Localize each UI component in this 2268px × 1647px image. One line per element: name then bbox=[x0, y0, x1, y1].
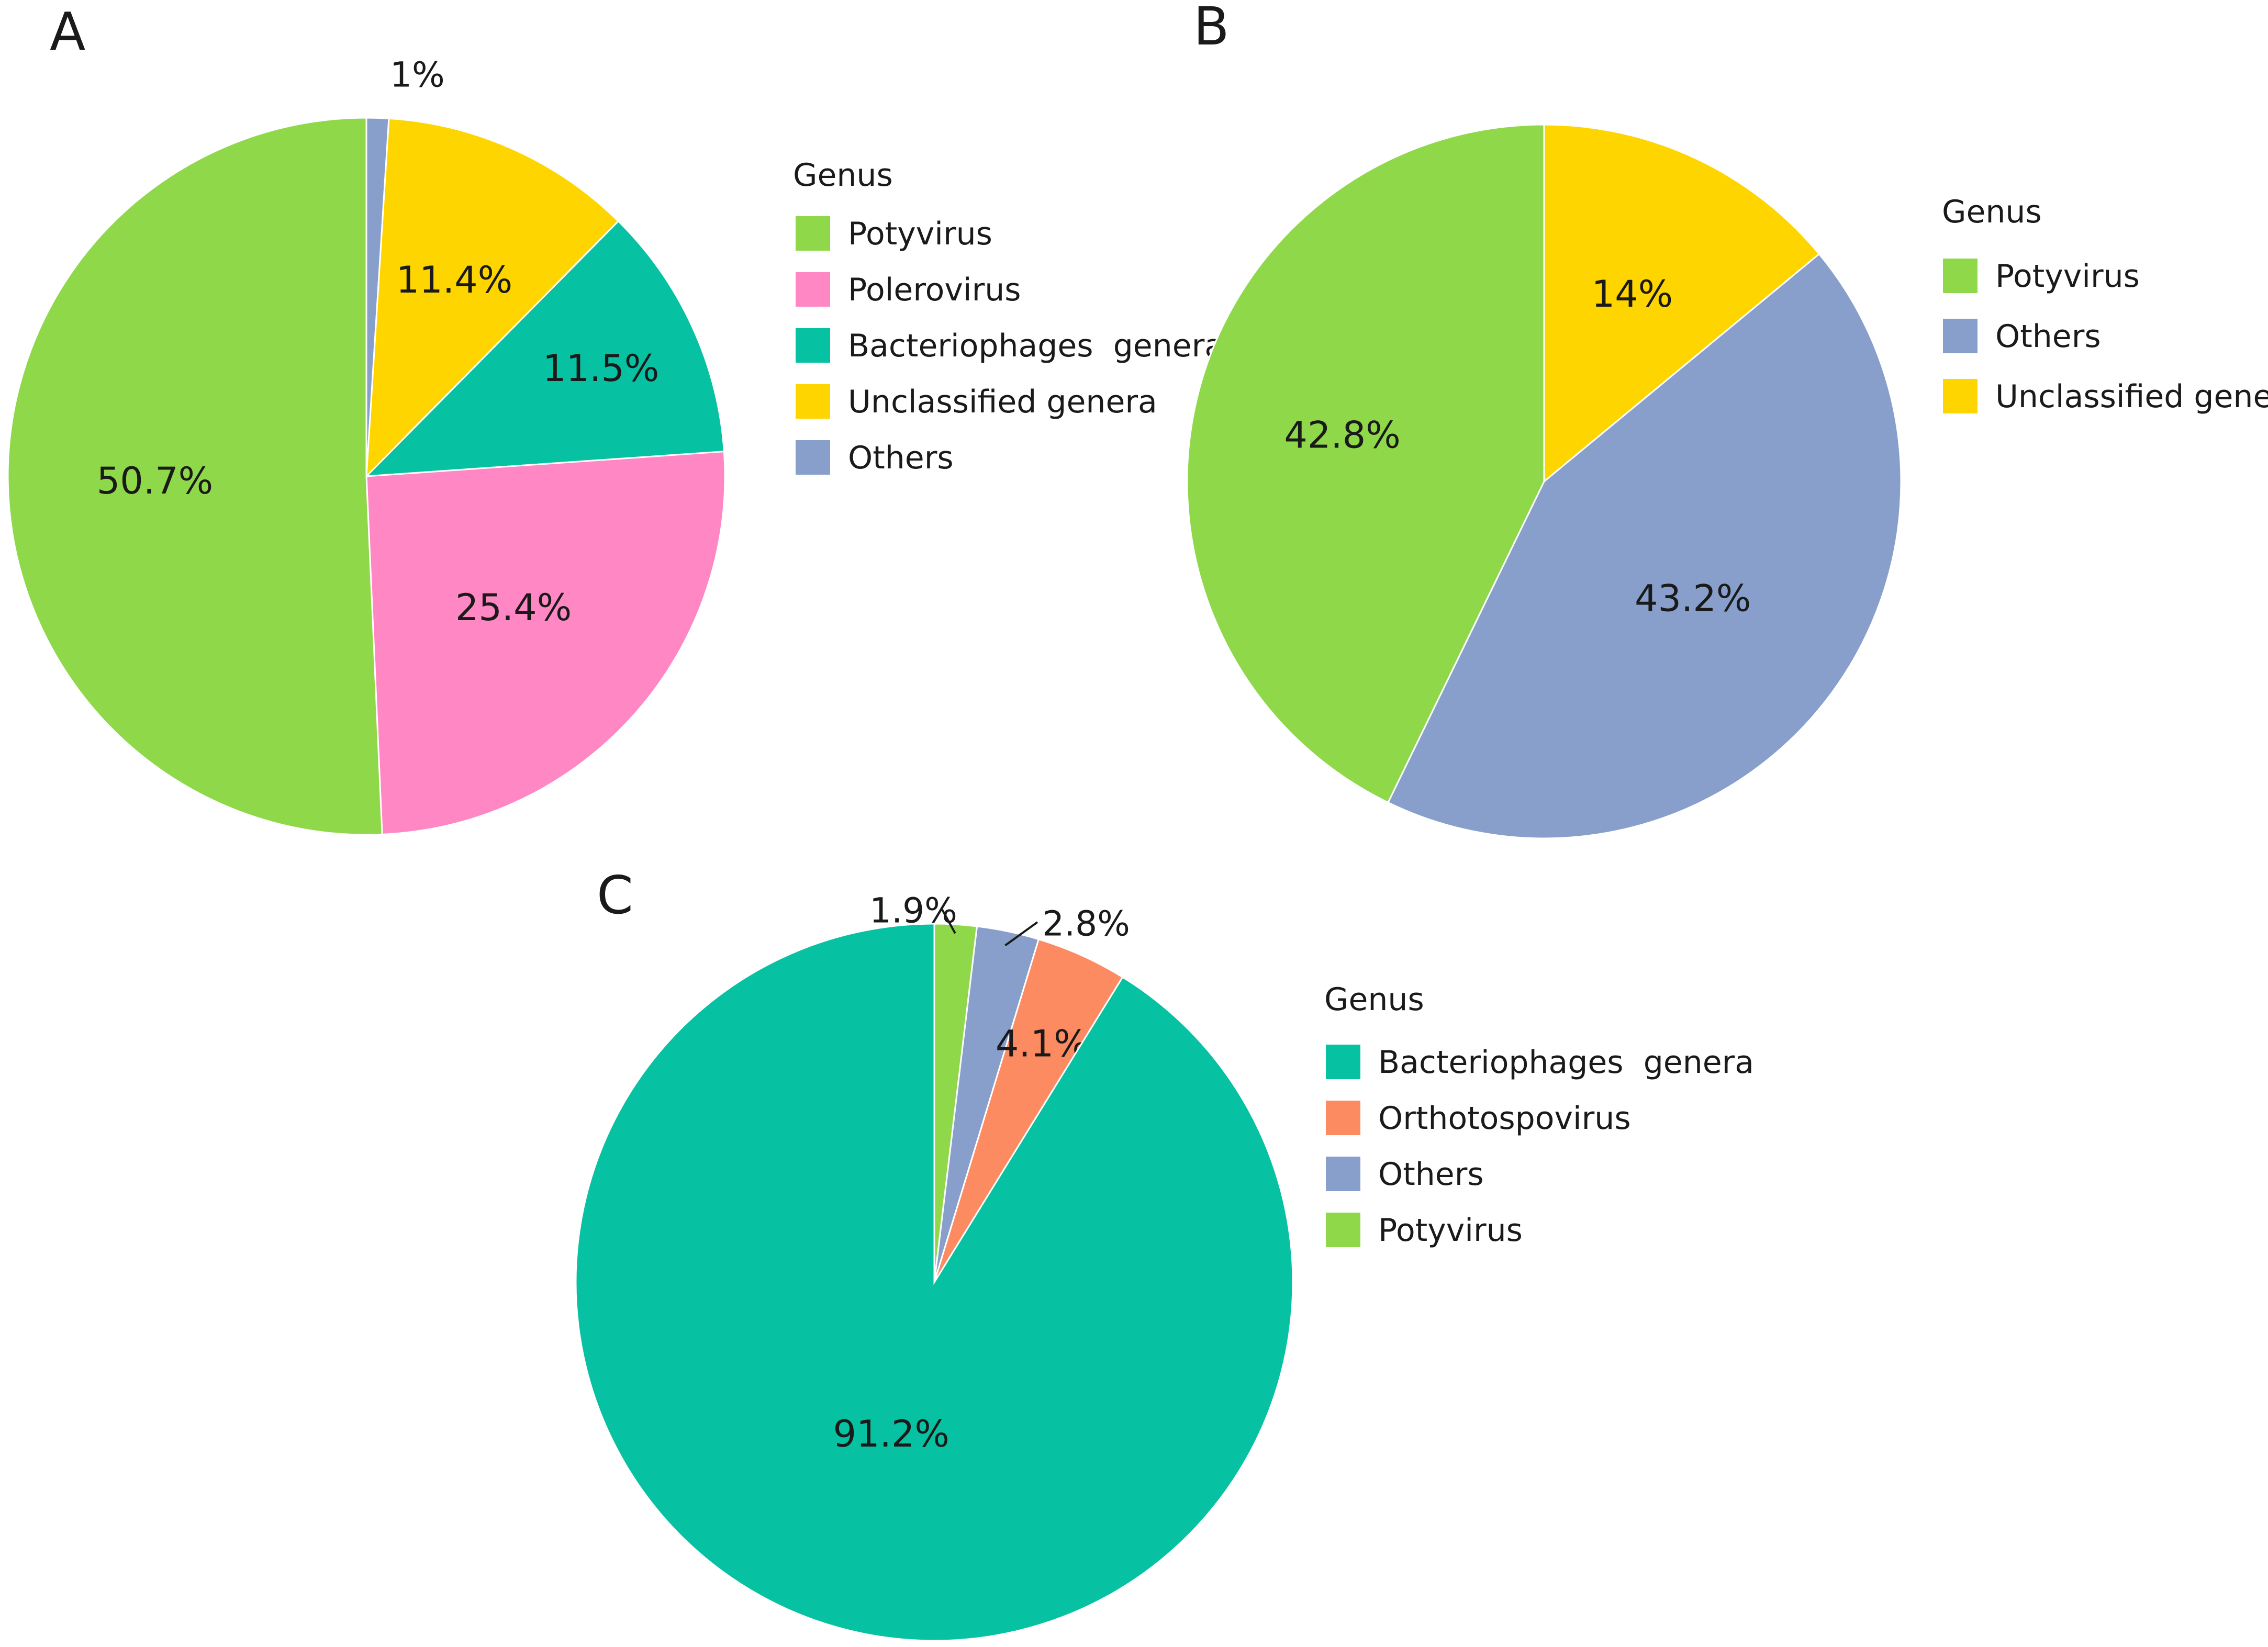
panel-b-slice-unclassified-genera bbox=[1543, 124, 1820, 484]
panel-a-slice-polerovirus bbox=[365, 451, 726, 835]
panel-a-legend-label-unclassified-genera: Unclassified genera bbox=[848, 384, 1157, 420]
panel-b-label-unclassified-genera: 14% bbox=[1592, 273, 1673, 316]
panel-b-legend-title: Genus bbox=[1942, 194, 2042, 230]
panel-c-legend-label-bacteriophages-genera: Bacteriophages genera bbox=[1378, 1044, 1754, 1081]
panel-b-legend-swatch-others bbox=[1943, 319, 1977, 353]
panel-a-label-polerovirus: 25.4% bbox=[455, 586, 572, 629]
panel-c-legend-label-orthotospovirus: Orthotospovirus bbox=[1378, 1100, 1631, 1137]
panel-a-label-bacteriophages-genera: 11.5% bbox=[543, 347, 659, 390]
panel-a-legend: Genus Potyvirus Polerovirus Bacteriophages… bbox=[793, 157, 1224, 476]
panel-a-legend-label-polerovirus: Polerovirus bbox=[848, 272, 1021, 308]
panel-c-letter: C bbox=[597, 865, 633, 926]
panel-a-label-others: 1% bbox=[390, 54, 445, 95]
panel-c-legend: Genus Bacteriophages genera Orthotospovir… bbox=[1324, 981, 1754, 1249]
panel-b: B 14% 43.2% 42.8% Genus Potyvirus Others Unc… bbox=[1186, 0, 2268, 839]
panel-c-slice-bacteriophages-genera bbox=[575, 923, 1294, 1642]
panel-c-legend-label-potyvirus: Potyvirus bbox=[1378, 1212, 1523, 1249]
panel-a-legend-label-bacteriophages-genera: Bacteriophages genera bbox=[848, 328, 1224, 364]
panel-a-legend-swatch-potyvirus bbox=[796, 216, 830, 251]
panel-c-leader-others bbox=[1004, 921, 1038, 947]
panel-a-slice-bacteriophages-genera bbox=[364, 220, 725, 477]
panel-b-slice-others bbox=[1387, 253, 1902, 839]
panel-a-label-potyvirus: 50.7% bbox=[97, 460, 213, 502]
panel-b-legend-swatch-potyvirus bbox=[1943, 259, 1977, 293]
panel-a-letter: A bbox=[50, 1, 85, 62]
panel-a-label-unclassified-genera: 11.4% bbox=[396, 259, 512, 301]
panel-a-legend-label-others: Others bbox=[848, 440, 954, 476]
panel-c-legend-title: Genus bbox=[1324, 981, 1424, 1018]
panel-c-slice-orthotospovirus bbox=[933, 938, 1124, 1283]
panel-c-label-others: 2.8% bbox=[1042, 904, 1130, 944]
panel-b-legend: Genus Potyvirus Others Unclassified genera bbox=[1942, 194, 2268, 415]
panel-c-legend-swatch-others bbox=[1326, 1157, 1360, 1191]
panel-b-label-others: 43.2% bbox=[1635, 577, 1751, 620]
panel-a: A 1% 11.4% 11.5% 25.4% 50.7% Genus Potyvirus… bbox=[7, 1, 1224, 836]
panel-c-legend-swatch-bacteriophages-genera bbox=[1326, 1045, 1360, 1079]
panel-a-slice-potyvirus bbox=[7, 117, 383, 836]
panel-c-legend-swatch-potyvirus bbox=[1326, 1213, 1360, 1247]
panel-a-legend-title: Genus bbox=[793, 157, 893, 194]
panel-b-legend-label-others: Others bbox=[1995, 318, 2101, 355]
panel-b-legend-label-potyvirus: Potyvirus bbox=[1995, 258, 2140, 295]
panel-c: C 1.9% 2.8%4.1%91.2% Genus Bacteriophages… bbox=[575, 865, 1754, 1642]
panel-c-legend-label-others: Others bbox=[1378, 1156, 1484, 1193]
panel-a-slice-unclassified-genera bbox=[365, 117, 620, 478]
panel-b-legend-label-unclassified-genera: Unclassified genera bbox=[1995, 378, 2268, 415]
panel-b-slice-potyvirus bbox=[1186, 124, 1545, 804]
panel-b-label-potyvirus: 42.8% bbox=[1284, 413, 1400, 456]
panel-c-label-bacteriophages-genera: 91.2% bbox=[833, 1413, 949, 1455]
panel-c-pie: 1.9% 2.8%4.1%91.2% bbox=[575, 891, 1294, 1642]
panel-b-legend-swatch-unclassified-genera bbox=[1943, 379, 1977, 413]
panel-c-legend-swatch-orthotospovirus bbox=[1326, 1101, 1360, 1135]
panel-a-pie: 1% 11.4% 11.5% 25.4% 50.7% bbox=[7, 54, 726, 836]
panel-c-leader-potyvirus bbox=[941, 909, 956, 934]
panel-a-legend-swatch-others bbox=[796, 440, 830, 475]
panel-a-legend-swatch-polerovirus bbox=[796, 272, 830, 307]
panel-a-legend-label-potyvirus: Potyvirus bbox=[848, 216, 992, 252]
panel-b-pie: 14% 43.2% 42.8% bbox=[1186, 124, 1902, 839]
panel-a-legend-swatch-unclassified-genera bbox=[796, 384, 830, 419]
panel-b-letter: B bbox=[1193, 0, 1230, 57]
panel-a-legend-swatch-bacteriophages-genera bbox=[796, 328, 830, 363]
